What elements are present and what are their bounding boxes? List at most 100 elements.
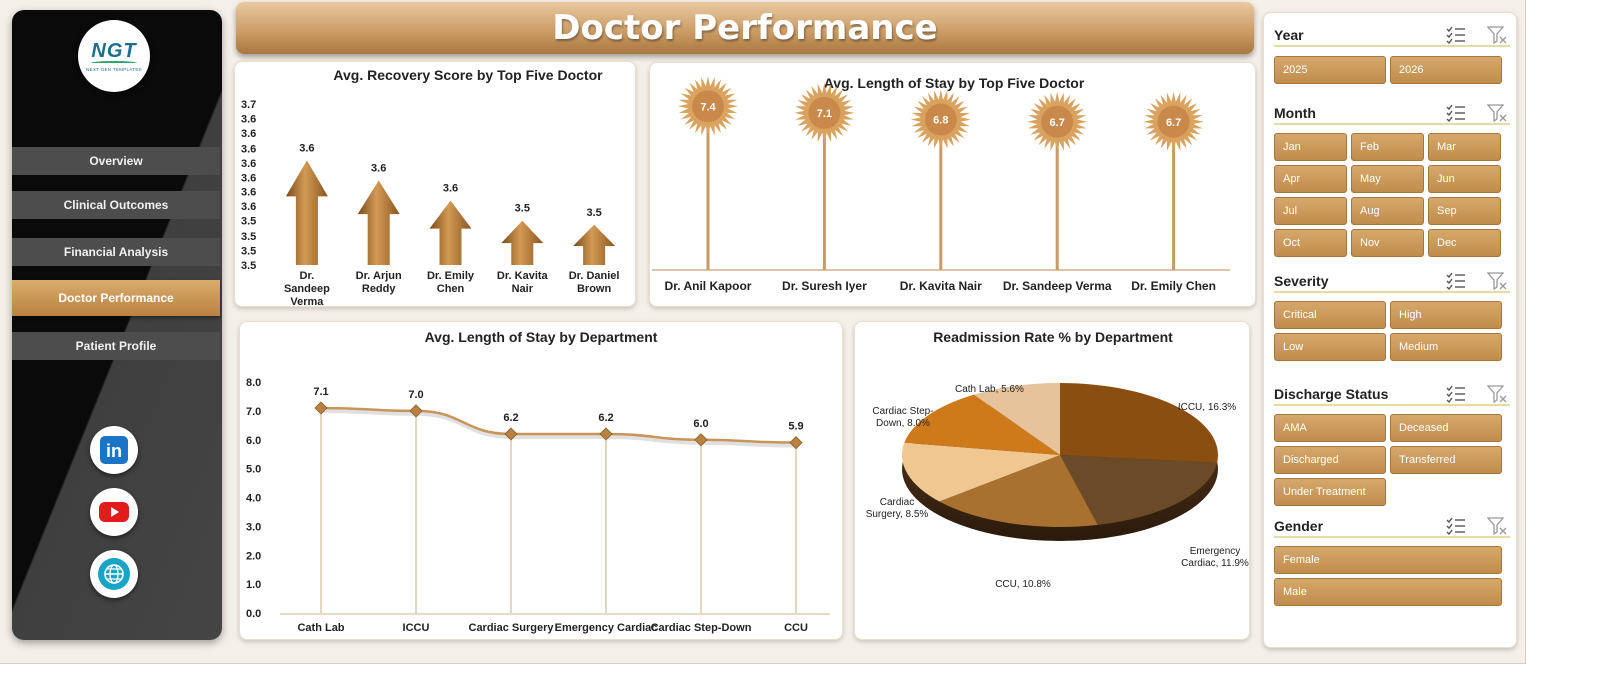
slicer-option-label: Apr — [1283, 173, 1301, 185]
x-category-label: Dr. Sandeep Verma — [1003, 279, 1112, 293]
nav-overview-button[interactable]: Overview — [12, 147, 220, 175]
pie-slice — [1060, 383, 1218, 463]
y-tick-label: 3.5 — [241, 260, 256, 272]
nav-clinical-outcomes-button[interactable]: Clinical Outcomes — [12, 191, 220, 219]
brand-logo: NGT NEXT GEN TEMPLATES — [78, 20, 150, 92]
logo-swoosh — [91, 61, 137, 65]
data-label: 3.6 — [443, 183, 458, 195]
slicer-option-sep[interactable]: Sep — [1428, 197, 1501, 225]
nav-financial-analysis-button[interactable]: Financial Analysis — [12, 238, 220, 266]
slicer-option-label: Deceased — [1399, 422, 1449, 434]
linkedin-button[interactable]: in — [90, 426, 138, 474]
slicer-option-label: High — [1399, 309, 1422, 321]
slicer-option-label: Discharged — [1283, 454, 1339, 466]
linkedin-icon: in — [100, 436, 128, 464]
data-label: 6.2 — [598, 412, 613, 424]
multi-select-icon[interactable] — [1446, 385, 1466, 404]
recovery-arrow-bar — [357, 180, 400, 265]
y-tick-label: 3.6 — [241, 143, 256, 155]
nav-patient-profile-button[interactable]: Patient Profile — [12, 332, 220, 360]
sunburst-core — [1041, 105, 1074, 138]
multi-select-icon[interactable] — [1446, 104, 1466, 123]
slicer-option-label: Female — [1283, 554, 1320, 566]
slicer-option-aug[interactable]: Aug — [1351, 197, 1424, 225]
slicer-option-jun[interactable]: Jun — [1428, 165, 1501, 193]
clear-filter-icon[interactable] — [1486, 104, 1507, 123]
slicer-option-transferred[interactable]: Transferred — [1390, 446, 1502, 474]
slicer-option-jul[interactable]: Jul — [1274, 197, 1347, 225]
youtube-button[interactable] — [90, 488, 138, 536]
logo-subtext: NEXT GEN TEMPLATES — [86, 67, 142, 72]
slicer-option-mar[interactable]: Mar — [1428, 133, 1501, 161]
sidebar: NGT NEXT GEN TEMPLATES Overview Clinical… — [12, 10, 222, 640]
nav-label: Financial Analysis — [63, 245, 169, 259]
y-tick-label: 7.0 — [246, 406, 261, 418]
slicer-option-label: Medium — [1399, 341, 1439, 353]
y-tick-label: 3.0 — [246, 521, 261, 533]
data-label: 3.5 — [586, 207, 601, 219]
y-tick-label: 8.0 — [246, 377, 261, 389]
multi-select-icon[interactable] — [1446, 517, 1466, 536]
y-tick-label: 3.5 — [241, 216, 256, 228]
slicer-option-2026[interactable]: 2026 — [1390, 56, 1502, 84]
x-category-label: Dr. Sandeep Verma — [284, 270, 330, 308]
slicer-option-discharged[interactable]: Discharged — [1274, 446, 1386, 474]
slicer-option-deceased[interactable]: Deceased — [1390, 414, 1502, 442]
slicer-option-label: Under Treatment — [1283, 486, 1366, 498]
series-line-shadow — [321, 408, 798, 448]
x-category-label: Dr. Daniel Brown — [569, 270, 620, 295]
slicer-option-may[interactable]: May — [1351, 165, 1424, 193]
slicer-option-feb[interactable]: Feb — [1351, 133, 1424, 161]
data-label: 3.6 — [371, 162, 386, 174]
slicer-option-male[interactable]: Male — [1274, 578, 1502, 606]
x-category-label: Cath Lab — [297, 622, 344, 634]
slicer-option-under-treatment[interactable]: Under Treatment — [1274, 478, 1386, 506]
series-line — [320, 406, 797, 444]
pie-slice — [904, 394, 1060, 455]
x-category-label: Dr. Kavita Nair — [497, 270, 549, 295]
slicer-option-ama[interactable]: AMA — [1274, 414, 1386, 442]
sunburst-core — [1157, 105, 1190, 138]
slicer-title: Discharge Status — [1274, 386, 1389, 402]
filter-panel: Year 2025 2026 Month Jan Feb Mar Apr May Jun Jul Au… — [1263, 12, 1517, 648]
slicer-option-medium[interactable]: Medium — [1390, 333, 1502, 361]
slicer-option-low[interactable]: Low — [1274, 333, 1386, 361]
slicer-option-oct[interactable]: Oct — [1274, 229, 1347, 257]
pie-slice — [939, 455, 1098, 527]
clear-filter-icon[interactable] — [1486, 517, 1507, 536]
data-label: 7.1 — [313, 386, 328, 398]
data-label: 6.7 — [1166, 117, 1181, 129]
clear-filter-icon[interactable] — [1486, 385, 1507, 404]
x-category-label: CCU — [784, 622, 808, 634]
slicer-option-high[interactable]: High — [1390, 301, 1502, 329]
slicer-option-2025[interactable]: 2025 — [1274, 56, 1386, 84]
multi-select-icon[interactable] — [1446, 26, 1466, 45]
slicer-option-label: Aug — [1360, 205, 1380, 217]
slicer-option-dec[interactable]: Dec — [1428, 229, 1501, 257]
length-of-stay-doctor-chart: Avg. Length of Stay by Top Five Doctor 7.… — [649, 62, 1256, 307]
chart-title: Avg. Recovery Score by Top Five Doctor — [333, 67, 603, 83]
sunburst-core — [924, 103, 957, 136]
nav-doctor-performance-button[interactable]: Doctor Performance — [12, 280, 220, 316]
y-tick-label: 1.0 — [246, 579, 261, 591]
slicer-option-female[interactable]: Female — [1274, 546, 1502, 574]
y-tick-label: 4.0 — [246, 493, 261, 505]
clear-filter-icon[interactable] — [1486, 26, 1507, 45]
slicer-option-critical[interactable]: Critical — [1274, 301, 1386, 329]
y-tick-label: 3.6 — [241, 201, 256, 213]
chart-title: Readmission Rate % by Department — [933, 329, 1173, 345]
slicer-option-label: Male — [1283, 586, 1307, 598]
y-tick-label: 3.6 — [241, 158, 256, 170]
slicer-option-label: Jul — [1283, 205, 1298, 217]
length-of-stay-department-svg: Avg. Length of Stay by Department 0.0 1.0 2… — [246, 329, 830, 634]
globe-icon — [98, 558, 130, 590]
y-tick-label: 5.0 — [246, 464, 261, 476]
slicer-option-apr[interactable]: Apr — [1274, 165, 1347, 193]
slicer-option-nov[interactable]: Nov — [1351, 229, 1424, 257]
clear-filter-icon[interactable] — [1486, 272, 1507, 291]
slicer-option-jan[interactable]: Jan — [1274, 133, 1347, 161]
pie-data-label: Cardiac Step-Down, 8.0% — [872, 406, 933, 429]
data-point-marker — [409, 404, 423, 418]
multi-select-icon[interactable] — [1446, 272, 1466, 291]
website-button[interactable] — [90, 550, 138, 598]
